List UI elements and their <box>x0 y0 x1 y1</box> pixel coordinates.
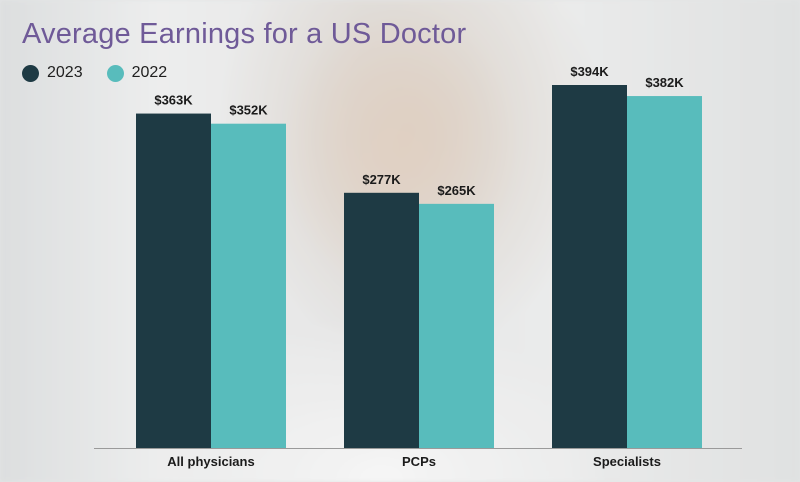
chart-title: Average Earnings for a US Doctor <box>22 18 467 50</box>
data-label-pcps-2023: $277K <box>362 172 401 187</box>
legend: 2023 2022 <box>22 64 167 82</box>
data-label-all-physicians-2023: $363K <box>154 93 193 108</box>
data-label-all-physicians-2022: $352K <box>229 103 268 118</box>
bar-pcps-2023 <box>344 192 419 448</box>
bar-specialists-2022 <box>627 96 702 448</box>
category-label-all-physicians: All physicians <box>167 454 254 469</box>
data-label-pcps-2022: $265K <box>437 183 476 198</box>
category-label-pcps: PCPs <box>402 454 436 469</box>
category-label-specialists: Specialists <box>593 454 661 469</box>
bar-pcps-2022 <box>419 203 494 448</box>
legend-label-2022: 2022 <box>131 64 168 81</box>
legend-label-2023: 2023 <box>47 64 83 81</box>
bar-specialists-2023 <box>552 85 627 448</box>
data-label-specialists-2022: $382K <box>645 75 684 90</box>
data-label-specialists-2023: $394K <box>570 64 609 79</box>
bar-all-physicians-2023 <box>136 113 211 448</box>
legend-swatch-2022 <box>106 64 124 82</box>
legend-item-2023: 2023 <box>22 64 83 82</box>
legend-swatch-2023 <box>22 64 39 82</box>
bar-all-physicians-2022 <box>211 123 286 448</box>
legend-item-2022: 2022 <box>106 64 168 82</box>
